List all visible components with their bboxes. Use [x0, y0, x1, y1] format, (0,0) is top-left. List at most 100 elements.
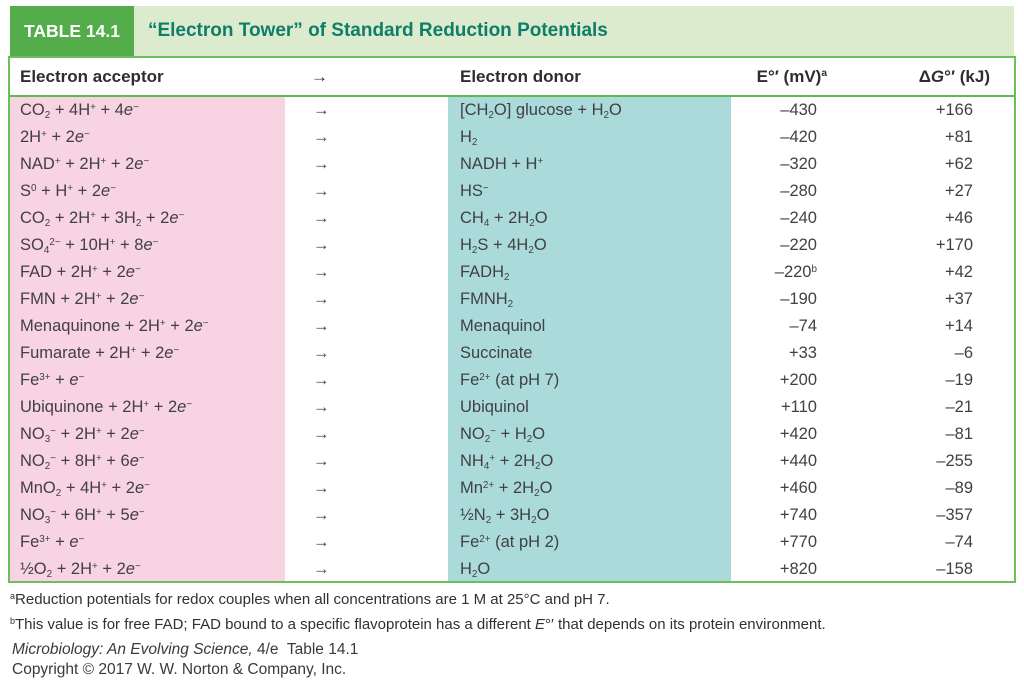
acceptor-cell: FMN + 2H+ + 2e− — [20, 290, 145, 308]
e-value-cell: +440 — [779, 452, 817, 470]
arrow-cell: → — [313, 209, 330, 227]
g-value-cell: –357 — [936, 506, 973, 524]
table-row: Fumarate + 2H+ + 2e− → Succinate +33 –6 — [10, 340, 1014, 367]
book-credit: Microbiology: An Evolving Science, 4/e T… — [12, 641, 359, 658]
e-value-cell: –430 — [780, 101, 817, 119]
table-row: NAD+ + 2H+ + 2e− → NADH + H+ –320 +62 — [10, 151, 1014, 178]
acceptor-cell: CO2 + 2H+ + 3H2 + 2e− — [20, 209, 185, 229]
table-row: Menaquinone + 2H+ + 2e− → Menaquinol –74 +14 — [10, 313, 1014, 340]
copyright-line: Copyright © 2017 W. W. Norton & Company,… — [12, 661, 347, 678]
acceptor-cell: NO3− + 2H+ + 2e− — [20, 425, 145, 445]
arrow-cell: → — [313, 155, 330, 173]
g-value-cell: –6 — [954, 344, 973, 362]
g-value-cell: –158 — [936, 560, 973, 578]
arrow-cell: → — [313, 371, 330, 389]
e-value-cell: –220 — [780, 236, 817, 254]
arrow-cell: → — [313, 290, 330, 308]
g-value-cell: +37 — [945, 290, 973, 308]
g-value-cell: +166 — [935, 101, 973, 119]
column-header-e-potential: E°′ (mV)a — [756, 66, 827, 86]
e-value-cell: –240 — [780, 209, 817, 227]
table-row: Fe3+ + e− → Fe2+ (at pH 2) +770 –74 — [10, 529, 1014, 556]
g-value-cell: –74 — [945, 533, 973, 551]
donor-cell: H2 — [460, 128, 478, 148]
footnotes: aReduction potentials for redox couples … — [10, 591, 1010, 679]
table-row: NO2− + 8H+ + 6e− → NH4+ + 2H2O +440 –255 — [10, 448, 1014, 475]
arrow-cell: → — [313, 236, 330, 254]
donor-cell: H2O — [460, 560, 491, 580]
column-header-electron-donor: Electron donor — [460, 66, 581, 86]
arrow-cell: → — [313, 128, 330, 146]
e-value-cell: +200 — [779, 371, 817, 389]
table-row: CO2 + 2H+ + 3H2 + 2e− → CH4 + 2H2O –240 +46 — [10, 205, 1014, 232]
e-value-cell: +110 — [781, 398, 817, 416]
e-value-cell: –280 — [780, 182, 817, 200]
column-header-arrow: → — [311, 66, 328, 86]
e-value-cell: +770 — [779, 533, 817, 551]
donor-cell: [CH2O] glucose + H2O — [460, 101, 622, 121]
e-value-cell: –220b — [774, 263, 817, 281]
donor-cell: Menaquinol — [460, 317, 546, 335]
acceptor-cell: Fumarate + 2H+ + 2e− — [20, 344, 180, 362]
donor-cell: Mn2+ + 2H2O — [460, 479, 553, 499]
donor-cell: Fe2+ (at pH 2) — [460, 533, 560, 551]
acceptor-cell: NAD+ + 2H+ + 2e− — [20, 155, 150, 173]
donor-cell: ½N2 + 3H2O — [460, 506, 550, 526]
e-value-cell: –320 — [780, 155, 817, 173]
arrow-cell: → — [313, 101, 330, 119]
donor-cell: NH4+ + 2H2O — [460, 452, 554, 472]
table-body-rows: CO2 + 4H+ + 4e− → [CH2O] glucose + H2O –430… — [10, 97, 1014, 583]
table-row: Ubiquinone + 2H+ + 2e− → Ubiquinol +110 –21 — [10, 394, 1014, 421]
donor-cell: Fe2+ (at pH 7) — [460, 371, 560, 389]
column-header-electron-acceptor: Electron acceptor — [20, 66, 164, 86]
g-value-cell: –19 — [945, 371, 973, 389]
acceptor-cell: FAD + 2H+ + 2e− — [20, 263, 141, 281]
donor-cell: NO2− + H2O — [460, 425, 546, 445]
table-row: MnO2 + 4H+ + 2e− → Mn2+ + 2H2O +460 –89 — [10, 475, 1014, 502]
table-body: CO2 + 4H+ + 4e− → [CH2O] glucose + H2O –430… — [10, 97, 1014, 581]
donor-cell: CH4 + 2H2O — [460, 209, 548, 229]
e-value-cell: +460 — [779, 479, 817, 497]
table-row: FMN + 2H+ + 2e− → FMNH2 –190 +37 — [10, 286, 1014, 313]
table-title: “Electron Tower” of Standard Reduction P… — [133, 6, 1014, 56]
acceptor-cell: SO42− + 10H+ + 8e− — [20, 236, 159, 256]
table-row: Fe3+ + e− → Fe2+ (at pH 7) +200 –19 — [10, 367, 1014, 394]
reduction-potentials-table: Electron acceptor → Electron donor E°′ (… — [8, 56, 1016, 583]
table-row: 2H+ + 2e− → H2 –420 +81 — [10, 124, 1014, 151]
table-row: SO42− + 10H+ + 8e− → H2S + 4H2O –220 +170 — [10, 232, 1014, 259]
e-value-cell: +740 — [779, 506, 817, 524]
footnote-b: bThis value is for free FAD; FAD bound t… — [10, 616, 826, 633]
donor-cell: FMNH2 — [460, 290, 514, 310]
arrow-cell: → — [313, 560, 330, 578]
donor-cell: NADH + H+ — [460, 155, 544, 173]
table-header-row: Electron acceptor → Electron donor E°′ (… — [10, 58, 1014, 97]
donor-cell: Ubiquinol — [460, 398, 529, 416]
table-row: CO2 + 4H+ + 4e− → [CH2O] glucose + H2O –430… — [10, 97, 1014, 124]
column-header-delta-g: ΔG°′ (kJ) — [918, 66, 990, 86]
table-row: ½O2 + 2H+ + 2e− → H2O +820 –158 — [10, 556, 1014, 583]
acceptor-cell: NO3− + 6H+ + 5e− — [20, 506, 145, 526]
donor-cell: Succinate — [460, 344, 533, 362]
acceptor-cell: Fe3+ + e− — [20, 533, 85, 551]
g-value-cell: +14 — [945, 317, 973, 335]
arrow-cell: → — [313, 479, 330, 497]
footnote-a: aReduction potentials for redox couples … — [10, 591, 610, 608]
e-value-cell: +820 — [779, 560, 817, 578]
arrow-cell: → — [313, 452, 330, 470]
table-row: NO3− + 6H+ + 5e− → ½N2 + 3H2O +740 –357 — [10, 502, 1014, 529]
arrow-cell: → — [313, 263, 330, 281]
acceptor-cell: Ubiquinone + 2H+ + 2e− — [20, 398, 193, 416]
table-row: S0 + H+ + 2e− → HS− –280 +27 — [10, 178, 1014, 205]
g-value-cell: –21 — [945, 398, 973, 416]
arrow-cell: → — [313, 533, 330, 551]
arrow-cell: → — [313, 317, 330, 335]
acceptor-cell: 2H+ + 2e− — [20, 128, 90, 146]
acceptor-cell: Menaquinone + 2H+ + 2e− — [20, 317, 209, 335]
e-value-cell: –190 — [780, 290, 817, 308]
g-value-cell: –81 — [945, 425, 973, 443]
table-row: NO3− + 2H+ + 2e− → NO2− + H2O +420 –81 — [10, 421, 1014, 448]
acceptor-cell: S0 + H+ + 2e− — [20, 182, 116, 200]
g-value-cell: –255 — [936, 452, 973, 470]
table-title-bar: TABLE 14.1 “Electron Tower” of Standard … — [10, 6, 1014, 56]
